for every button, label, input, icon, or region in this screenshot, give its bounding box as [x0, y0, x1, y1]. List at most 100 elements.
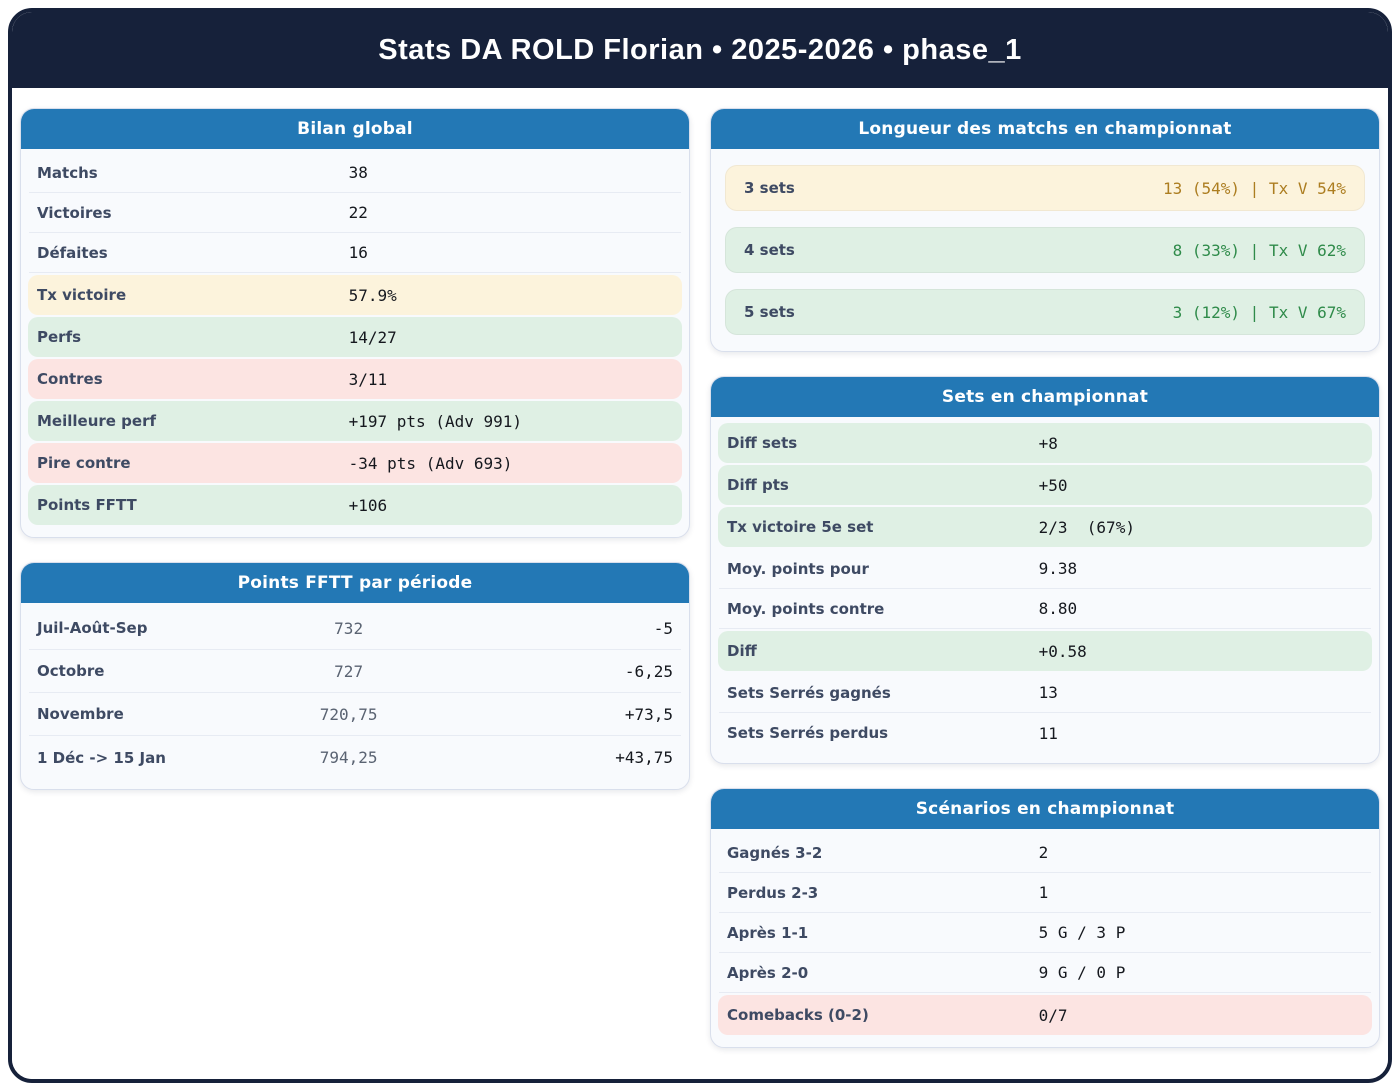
stat-label: Tx victoire [37, 286, 127, 304]
card-scenarios-championnat-title: Scénarios en championnat [711, 789, 1379, 829]
card-sets-championnat: Sets en championnat Diff sets +8 Diff pt… [710, 376, 1380, 764]
stat-row-victoires: Victoires 22 [29, 193, 681, 233]
card-bilan-global-body: Matchs 38 Victoires 22 Défaites 16 Tx vi… [21, 149, 689, 537]
stat-label: Tx victoire 5e set [727, 518, 874, 536]
stat-row-diff-pts: Diff pts +50 [718, 465, 1372, 505]
stat-label: Diff sets [727, 434, 798, 452]
periode-delta: +43,75 [615, 748, 673, 767]
page-header: Stats DA ROLD Florian • 2025-2026 • phas… [12, 12, 1388, 88]
periode-label: Juil-Août-Sep [37, 619, 148, 637]
stat-label: Meilleure perf [37, 412, 157, 430]
page-title: Stats DA ROLD Florian • 2025-2026 • phas… [378, 33, 1022, 66]
match-length-row-4-sets: 4 sets 8 (33%) | Tx V 62% [725, 227, 1365, 273]
match-length-value: 3 (12%) | Tx V 67% [1172, 302, 1346, 322]
stat-label: Pire contre [37, 454, 131, 472]
stat-value: 38 [348, 163, 368, 182]
stat-row-apres-1-1: Après 1-1 5 G / 3 P [719, 913, 1371, 953]
periode-row-juil-aout-sep: Juil-Août-Sep 732 -5 [29, 607, 681, 650]
periode-row-novembre: Novembre 720,75 +73,5 [29, 693, 681, 736]
card-scenarios-championnat: Scénarios en championnat Gagnés 3-2 2 Pe… [710, 788, 1380, 1048]
stat-label: Après 1-1 [727, 923, 809, 942]
stat-value: 9 G / 0 P [1038, 963, 1126, 982]
stat-row-sets-serres-perdus: Sets Serrés perdus 11 [719, 713, 1371, 753]
stat-value: 5 G / 3 P [1038, 923, 1126, 942]
stat-row-tx-victoire: Tx victoire 57.9% [28, 275, 682, 315]
periode-row-dec-jan: 1 Déc -> 15 Jan 794,25 +43,75 [29, 736, 681, 779]
stat-label: Diff pts [727, 476, 789, 494]
stat-label: Perdus 2-3 [727, 883, 819, 902]
stat-label: Après 2-0 [727, 963, 809, 982]
stat-row-moy-points-contre: Moy. points contre 8.80 [719, 589, 1371, 629]
periode-row-octobre: Octobre 727 -6,25 [29, 650, 681, 693]
match-length-value: 13 (54%) | Tx V 54% [1162, 178, 1346, 198]
stat-label: Comebacks (0-2) [727, 1006, 869, 1024]
stat-row-sets-serres-gagnes: Sets Serrés gagnés 13 [719, 673, 1371, 713]
match-length-row-5-sets: 5 sets 3 (12%) | Tx V 67% [725, 289, 1365, 335]
card-sets-championnat-title: Sets en championnat [711, 377, 1379, 417]
stat-row-meilleure-perf: Meilleure perf +197 pts (Adv 991) [28, 401, 682, 441]
match-length-label: 3 sets [744, 179, 795, 197]
periode-delta: -5 [653, 618, 673, 638]
stat-row-perfs: Perfs 14/27 [28, 317, 682, 357]
right-column: Longueur des matchs en championnat 3 set… [710, 108, 1380, 1048]
stat-row-moy-points-pour: Moy. points pour 9.38 [719, 549, 1371, 589]
stat-value: +0.58 [1038, 641, 1087, 661]
stat-value: 8.80 [1038, 599, 1078, 618]
content-area: Bilan global Matchs 38 Victoires 22 Défa… [12, 88, 1388, 1079]
card-scenarios-championnat-body: Gagnés 3-2 2 Perdus 2-3 1 Après 1-1 5 G … [711, 829, 1379, 1047]
match-length-value: 8 (33%) | Tx V 62% [1172, 240, 1346, 260]
card-bilan-global: Bilan global Matchs 38 Victoires 22 Défa… [20, 108, 690, 538]
periode-points: 720,75 [319, 704, 378, 724]
card-longueur-matchs-title: Longueur des matchs en championnat [711, 109, 1379, 149]
left-column: Bilan global Matchs 38 Victoires 22 Défa… [20, 108, 690, 1048]
stat-row-comebacks-0-2: Comebacks (0-2) 0/7 [718, 995, 1372, 1035]
stat-value: 9.38 [1038, 559, 1078, 578]
stat-value: 57.9% [348, 285, 397, 305]
stat-row-diff: Diff +0.58 [718, 631, 1372, 671]
stat-value: -34 pts (Adv 693) [348, 453, 513, 473]
stat-row-contres: Contres 3/11 [28, 359, 682, 399]
stat-value: +197 pts (Adv 991) [348, 411, 523, 431]
card-points-fftt-periode-body: Juil-Août-Sep 732 -5 Octobre 727 -6,25 N… [21, 603, 689, 789]
periode-delta: +73,5 [624, 704, 673, 724]
card-points-fftt-periode-title: Points FFTT par période [21, 563, 689, 603]
stat-row-tx-victoire-5e-set: Tx victoire 5e set 2/3 (67%) [718, 507, 1372, 547]
stat-value: +50 [1038, 475, 1068, 495]
stat-label: Victoires [37, 203, 112, 222]
periode-points: 732 [334, 618, 364, 638]
match-length-row-3-sets: 3 sets 13 (54%) | Tx V 54% [725, 165, 1365, 211]
stat-row-apres-2-0: Après 2-0 9 G / 0 P [719, 953, 1371, 993]
card-points-fftt-periode: Points FFTT par période Juil-Août-Sep 73… [20, 562, 690, 790]
card-sets-championnat-body: Diff sets +8 Diff pts +50 Tx victoire 5e… [711, 417, 1379, 763]
stat-value: 16 [348, 243, 368, 262]
stat-value: 11 [1038, 723, 1058, 743]
stat-label: Moy. points contre [727, 599, 885, 618]
periode-label: Novembre [37, 705, 124, 723]
stat-value: +8 [1038, 433, 1058, 453]
stat-value: 2 [1038, 843, 1049, 862]
stat-value: 13 [1038, 683, 1058, 702]
stat-label: Contres [37, 370, 103, 388]
stat-value: 0/7 [1038, 1005, 1068, 1025]
stat-row-points-fftt: Points FFTT +106 [28, 485, 682, 525]
stat-value: 22 [348, 203, 368, 222]
periode-points: 794,25 [319, 748, 378, 767]
stat-value: 14/27 [348, 327, 397, 347]
stat-label: Matchs [37, 163, 98, 182]
stat-label: Points FFTT [37, 496, 137, 514]
stat-label: Défaites [37, 243, 108, 262]
periode-label: Octobre [37, 662, 105, 680]
stat-row-pire-contre: Pire contre -34 pts (Adv 693) [28, 443, 682, 483]
stat-row-perdus-2-3: Perdus 2-3 1 [719, 873, 1371, 913]
periode-label: 1 Déc -> 15 Jan [37, 748, 166, 767]
stat-row-diff-sets: Diff sets +8 [718, 423, 1372, 463]
stat-label: Perfs [37, 328, 82, 346]
stat-label: Gagnés 3-2 [727, 843, 823, 862]
stat-label: Diff [727, 642, 757, 660]
stat-label: Sets Serrés perdus [727, 724, 889, 742]
stat-label: Moy. points pour [727, 559, 869, 578]
match-length-label: 5 sets [744, 303, 795, 321]
match-length-label: 4 sets [744, 241, 795, 259]
stat-row-matchs: Matchs 38 [29, 153, 681, 193]
stat-row-gagnes-3-2: Gagnés 3-2 2 [719, 833, 1371, 873]
